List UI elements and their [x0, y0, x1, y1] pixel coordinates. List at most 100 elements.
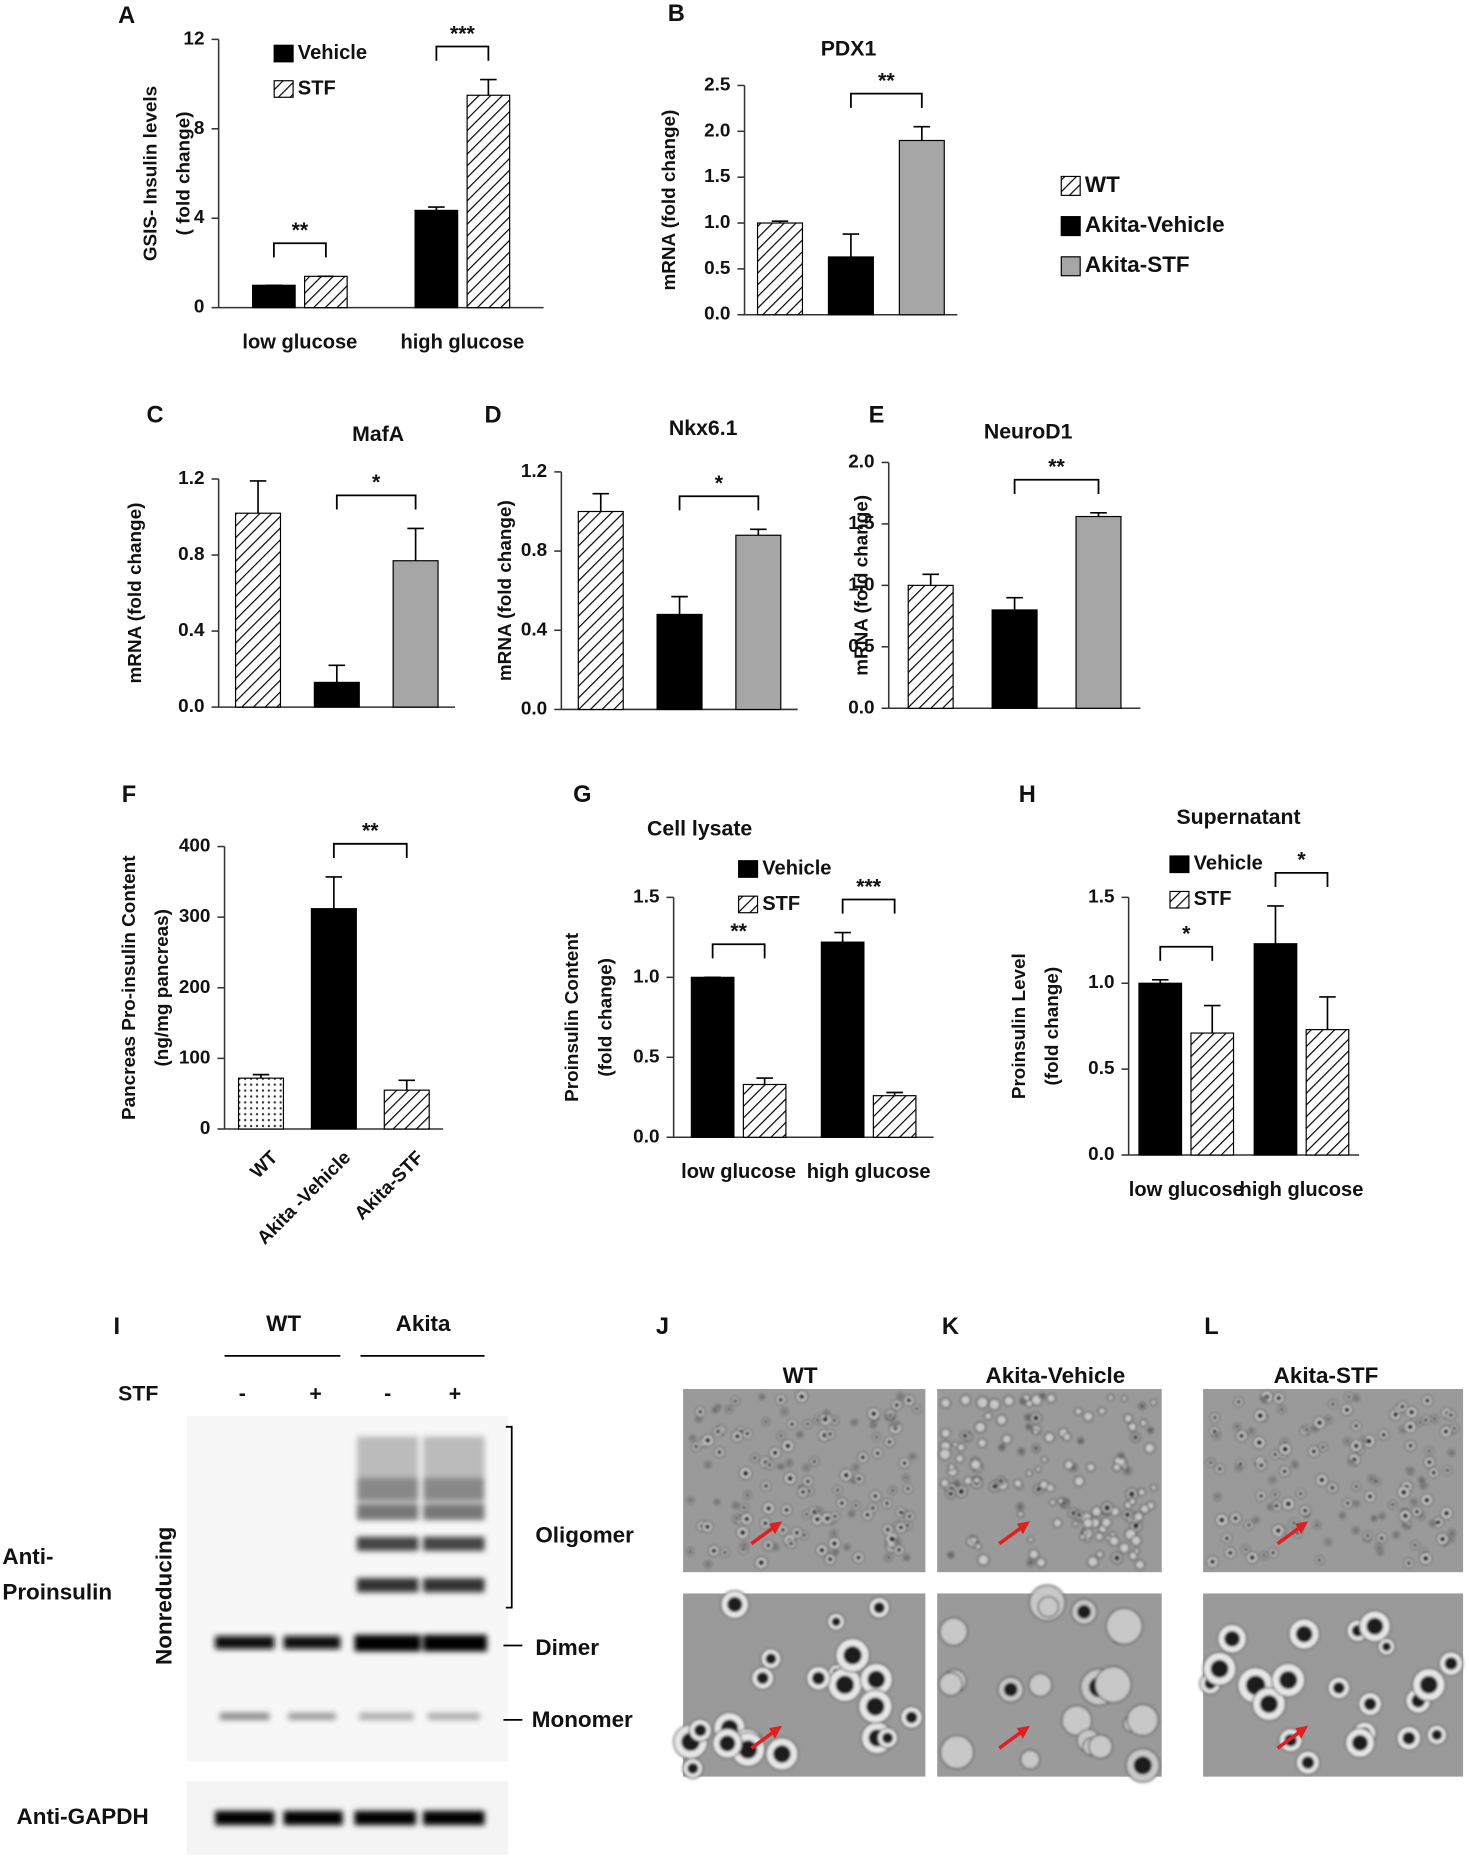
vesicle — [963, 1476, 973, 1486]
x-tick-label: high glucose — [807, 1161, 931, 1183]
vesicle — [1105, 1607, 1143, 1645]
legend-label: Akita-Vehicle — [1085, 212, 1225, 237]
y-tick-label: 1.0 — [848, 574, 874, 595]
granule — [1372, 1517, 1376, 1520]
micrograph-texture — [1199, 1610, 1464, 1775]
granule — [1269, 1505, 1273, 1509]
legend-label: STF — [1194, 888, 1232, 910]
vesicle — [1062, 1432, 1072, 1442]
granule — [906, 1397, 912, 1404]
granule — [898, 1524, 904, 1531]
granule — [1432, 1416, 1437, 1421]
panel-letter: K — [942, 1314, 959, 1340]
granule — [1412, 1543, 1418, 1548]
granule — [764, 1419, 768, 1424]
granule — [780, 1527, 786, 1533]
granule — [885, 1527, 891, 1533]
granule — [1439, 1536, 1446, 1543]
loading-label: Anti-GAPDH — [17, 1804, 149, 1829]
vesicle — [1020, 1749, 1041, 1770]
granule — [1124, 1511, 1131, 1518]
granule — [1421, 1484, 1426, 1488]
granule — [1412, 1500, 1416, 1504]
vesicle — [1130, 1535, 1142, 1547]
error-bar — [428, 206, 445, 211]
bar — [1253, 943, 1298, 1156]
y-tick-label: 0.4 — [521, 619, 548, 640]
granule — [824, 1515, 831, 1522]
granule — [733, 1398, 738, 1404]
granule — [694, 1724, 707, 1737]
antibody-label: Anti- — [2, 1544, 53, 1569]
granule — [1217, 1466, 1223, 1472]
arrow-head — [769, 1521, 783, 1535]
granule — [1209, 1558, 1216, 1565]
error-bar — [1151, 978, 1169, 984]
vesicle — [955, 1454, 965, 1464]
x-tick-label: high glucose — [1240, 1179, 1364, 1201]
y-tick-label: 0.5 — [848, 636, 874, 657]
vesicle — [1082, 1517, 1094, 1529]
granule — [875, 1450, 881, 1456]
granule — [1365, 1533, 1370, 1538]
granule — [872, 1493, 879, 1499]
y-tick-label: 0.0 — [633, 1126, 659, 1147]
error-bar — [842, 233, 860, 257]
granule — [765, 1653, 777, 1665]
granule — [822, 1416, 829, 1423]
vesicle — [969, 1458, 982, 1471]
y-axis-label: mRNA (fold change) — [495, 500, 516, 681]
error-bar — [834, 931, 851, 943]
band — [356, 1503, 419, 1521]
granule — [1026, 1415, 1030, 1419]
granule — [779, 1464, 783, 1468]
vesicle — [1139, 1503, 1150, 1514]
vesicle — [974, 1421, 987, 1434]
arrow-head — [1016, 1521, 1030, 1535]
granule — [772, 1449, 778, 1456]
granule — [1377, 1545, 1381, 1550]
granule — [905, 1711, 918, 1724]
error-bar — [1090, 512, 1107, 517]
granule — [914, 1406, 919, 1411]
granule — [834, 1550, 837, 1554]
significance-bracket — [1013, 478, 1100, 494]
y-axis-label: (ng/mg pancreas) — [152, 909, 173, 1066]
chart-title: Cell lysate — [647, 817, 752, 841]
granule — [817, 1509, 821, 1513]
bar — [907, 584, 954, 709]
granule — [1301, 1756, 1315, 1769]
y-tick-label: 0.5 — [1088, 1058, 1114, 1079]
granule — [706, 1463, 710, 1467]
legend-swatch — [1060, 216, 1081, 237]
error-bar — [328, 664, 346, 683]
vesicle — [1123, 1413, 1133, 1424]
granule — [1302, 1507, 1308, 1514]
y-tick-label: 0.8 — [178, 544, 204, 565]
y-tick-label: 2.5 — [704, 74, 730, 95]
granule — [1033, 1415, 1039, 1421]
granule — [1149, 1428, 1152, 1432]
granule — [1215, 1495, 1220, 1499]
granule — [745, 1493, 750, 1498]
y-tick-label: 300 — [179, 906, 211, 927]
granule — [1400, 1489, 1407, 1496]
micrograph-texture — [686, 1390, 922, 1569]
granule — [1272, 1452, 1278, 1457]
vesicle — [1057, 1497, 1065, 1505]
error-bar — [1319, 996, 1336, 1030]
vesicle — [940, 1397, 951, 1409]
granule — [1332, 1681, 1345, 1694]
legend-label: Vehicle — [1194, 853, 1263, 875]
granule — [734, 1433, 741, 1440]
granule — [870, 1505, 876, 1511]
granule — [882, 1732, 894, 1744]
granule — [1345, 1439, 1350, 1444]
condition-label: Nonreducing — [151, 1527, 176, 1665]
granule — [1443, 1510, 1450, 1517]
arrow-head — [1016, 1725, 1030, 1739]
bar — [872, 1095, 917, 1138]
granule — [722, 1550, 728, 1555]
granule — [739, 1529, 746, 1536]
granule — [871, 1423, 875, 1427]
